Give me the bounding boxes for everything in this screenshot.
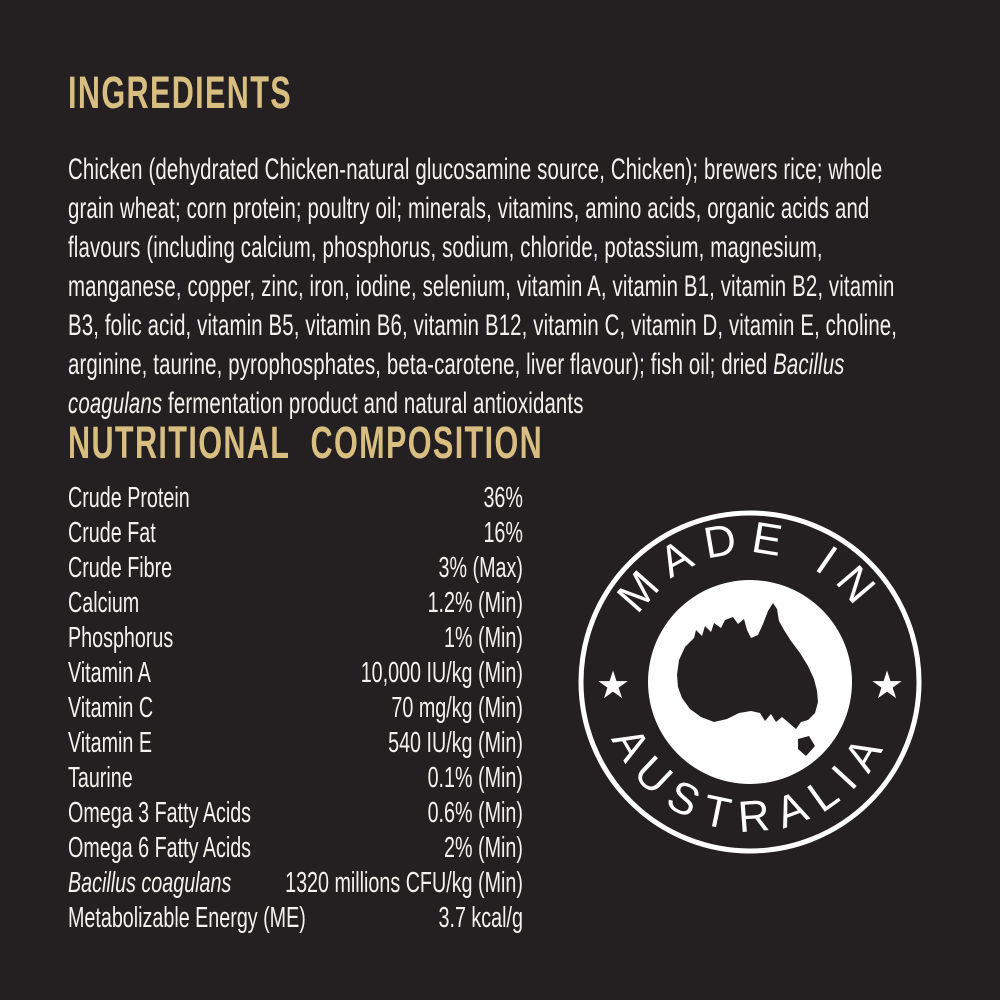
nutrition-table-row: Calcium 1.2% (Min) xyxy=(68,586,523,621)
nutrient-value: 540 IU/kg (Min) xyxy=(388,727,523,759)
nutrition-table-row: Bacillus coagulans 1320 millions CFU/kg … xyxy=(68,866,523,901)
nutrition-table-row: Crude Fibre 3% (Max) xyxy=(68,551,523,586)
nutrient-name: Omega 3 Fatty Acids xyxy=(68,797,252,829)
nutrition-table-row: Omega 3 Fatty Acids 0.6% (Min) xyxy=(68,796,523,831)
nutrient-name: Calcium xyxy=(68,587,140,619)
nutrient-value: 2% (Min) xyxy=(444,832,523,864)
nutrient-value: 16% xyxy=(483,517,523,549)
nutrient-value: 0.6% (Min) xyxy=(427,797,523,829)
nutrition-table-row: Vitamin C 70 mg/kg (Min) xyxy=(68,691,523,726)
nutrient-name: Crude Protein xyxy=(68,482,190,514)
nutritional-composition-heading: NUTRITIONAL COMPOSITION xyxy=(68,417,544,468)
australia-map-icon xyxy=(677,603,818,756)
nutrient-name: Crude Fibre xyxy=(68,552,173,584)
nutrient-value: 0.1% (Min) xyxy=(427,762,523,794)
star-icon: ★ xyxy=(870,663,904,707)
nutrition-table-row: Crude Fat 16% xyxy=(68,516,523,551)
star-icon: ★ xyxy=(596,663,630,707)
ingredients-text-tail: fermentation product and natural antioxi… xyxy=(162,387,584,420)
nutrition-table-row: Metabolizable Energy (ME) 3.7 kcal/g xyxy=(68,901,523,936)
nutrient-name: Vitamin A xyxy=(68,657,151,689)
nutrient-value: 3.7 kcal/g xyxy=(438,902,523,934)
nutrient-value: 1.2% (Min) xyxy=(427,587,523,619)
nutrient-name: Metabolizable Energy (ME) xyxy=(68,902,306,934)
nutrition-table-row: Omega 6 Fatty Acids 2% (Min) xyxy=(68,831,523,866)
nutrient-name: Vitamin C xyxy=(68,692,154,724)
nutrition-table: Crude Protein 36% Crude Fat 16% Crude Fi… xyxy=(68,481,523,936)
nutrient-name: Crude Fat xyxy=(68,517,156,549)
nutrient-value: 1320 millions CFU/kg (Min) xyxy=(285,867,523,899)
nutrition-table-row: Taurine 0.1% (Min) xyxy=(68,761,523,796)
nutrient-name: Taurine xyxy=(68,762,133,794)
badge-outer-ring xyxy=(578,510,922,854)
nutrition-table-row: Vitamin A 10,000 IU/kg (Min) xyxy=(68,656,523,691)
nutrient-value: 10,000 IU/kg (Min) xyxy=(360,657,523,689)
made-in-australia-badge: MADE IN AUSTRALIA ★ ★ xyxy=(577,509,923,855)
label-text-column: INGREDIENTS Chicken (dehydrated Chicken-… xyxy=(68,70,911,970)
nutrition-table-row: Phosphorus 1% (Min) xyxy=(68,621,523,656)
nutrient-value: 70 mg/kg (Min) xyxy=(391,692,523,724)
ingredients-species-italic: Bacillus coagulans xyxy=(68,348,845,420)
nutrient-name: Phosphorus xyxy=(68,622,174,654)
ingredients-paragraph: Chicken (dehydrated Chicken-natural gluc… xyxy=(68,150,910,423)
nutrient-value: 36% xyxy=(483,482,523,514)
ingredients-heading: INGREDIENTS xyxy=(68,67,293,118)
nutrient-name: Omega 6 Fatty Acids xyxy=(68,832,252,864)
ingredients-text-main: Chicken (dehydrated Chicken-natural gluc… xyxy=(68,153,898,381)
nutrition-table-row: Vitamin E 540 IU/kg (Min) xyxy=(68,726,523,761)
nutrition-table-row: Crude Protein 36% xyxy=(68,481,523,516)
nutrient-value: 3% (Max) xyxy=(438,552,523,584)
nutrient-name: Bacillus coagulans xyxy=(68,867,232,899)
nutrient-value: 1% (Min) xyxy=(444,622,523,654)
nutrient-name: Vitamin E xyxy=(68,727,153,759)
